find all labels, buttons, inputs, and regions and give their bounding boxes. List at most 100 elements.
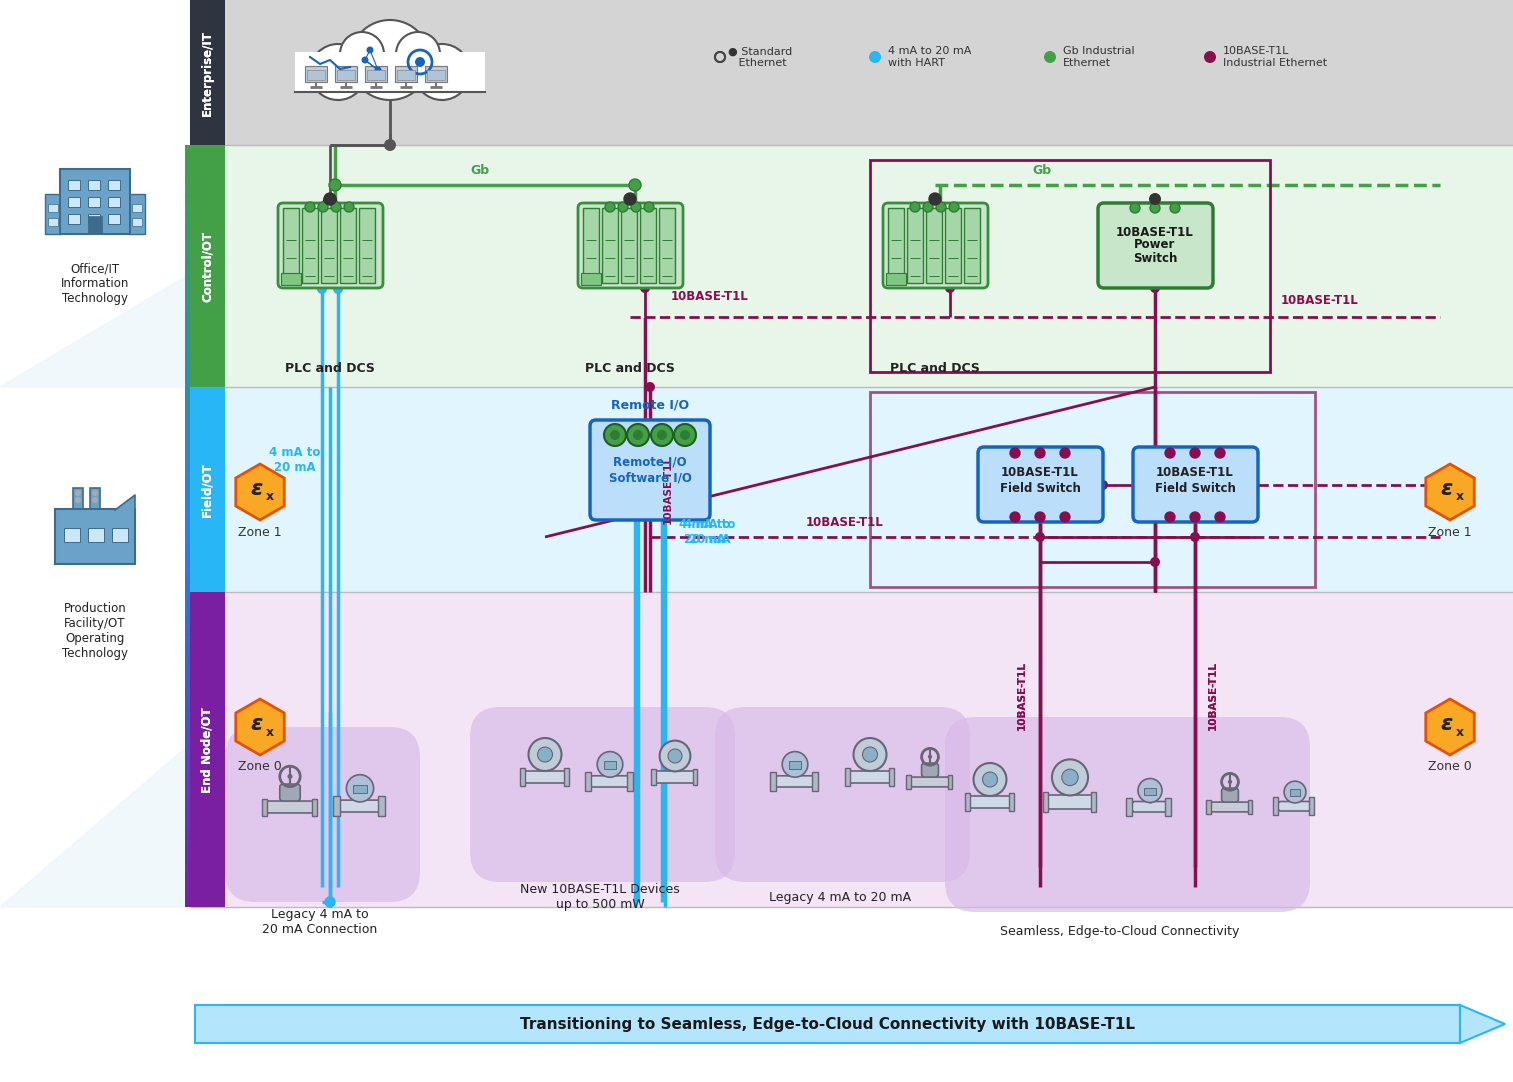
Text: 10BASE-T1L: 10BASE-T1L <box>663 456 673 525</box>
Circle shape <box>1191 512 1200 522</box>
Bar <box>191 0 225 145</box>
Text: x: x <box>266 490 274 503</box>
Text: Remote I/O: Remote I/O <box>613 456 687 469</box>
Bar <box>1091 792 1095 812</box>
Circle shape <box>322 194 337 208</box>
FancyBboxPatch shape <box>266 801 313 813</box>
Circle shape <box>350 19 430 100</box>
Circle shape <box>782 752 808 777</box>
Bar <box>365 66 387 82</box>
Circle shape <box>1061 448 1070 458</box>
Text: 10BASE-T1L: 10BASE-T1L <box>1156 466 1235 479</box>
Bar <box>583 208 599 283</box>
Circle shape <box>679 430 690 440</box>
Bar <box>602 208 617 283</box>
Bar <box>48 217 57 226</box>
Circle shape <box>384 138 396 151</box>
Bar <box>303 208 318 283</box>
Bar <box>340 208 356 283</box>
FancyBboxPatch shape <box>339 800 381 812</box>
Circle shape <box>1138 779 1162 803</box>
Text: 10BASE-T1L: 10BASE-T1L <box>1117 225 1194 238</box>
Circle shape <box>331 202 340 212</box>
FancyBboxPatch shape <box>1221 788 1239 802</box>
Bar <box>191 387 1513 592</box>
FancyBboxPatch shape <box>1132 802 1170 812</box>
Bar <box>88 197 100 207</box>
Bar <box>107 180 120 190</box>
FancyBboxPatch shape <box>1210 802 1250 812</box>
Circle shape <box>604 424 626 446</box>
Bar <box>906 208 923 283</box>
Circle shape <box>1148 193 1160 204</box>
Bar <box>191 387 225 592</box>
Circle shape <box>1035 448 1045 458</box>
Circle shape <box>923 202 934 212</box>
Circle shape <box>306 202 315 212</box>
Circle shape <box>310 44 366 100</box>
Bar <box>64 528 80 542</box>
Bar <box>368 70 384 80</box>
Bar <box>45 194 61 234</box>
Text: 4 mA to
20 mA: 4 mA to 20 mA <box>269 446 321 474</box>
Bar <box>888 208 903 283</box>
Bar <box>283 208 300 283</box>
Bar <box>1009 793 1014 812</box>
Bar <box>334 66 357 82</box>
Text: x: x <box>266 726 274 739</box>
Bar <box>359 208 375 283</box>
Bar <box>1248 800 1251 814</box>
FancyBboxPatch shape <box>1278 802 1312 812</box>
Bar <box>964 208 980 283</box>
Circle shape <box>362 56 369 64</box>
Text: Field/OT: Field/OT <box>201 463 213 517</box>
Circle shape <box>645 202 654 212</box>
Circle shape <box>1191 448 1200 458</box>
Bar <box>306 66 327 82</box>
Bar <box>427 70 445 80</box>
Circle shape <box>318 283 327 294</box>
Bar <box>88 216 101 234</box>
Text: End Node/OT: End Node/OT <box>201 708 213 793</box>
Bar <box>281 273 301 285</box>
Circle shape <box>1035 532 1045 542</box>
Bar <box>191 145 225 387</box>
Bar <box>890 768 894 786</box>
Bar <box>887 273 906 285</box>
Circle shape <box>287 774 292 779</box>
Text: Transitioning to Seamless, Edge-to-Cloud Connectivity with 10BASE-T1L: Transitioning to Seamless, Edge-to-Cloud… <box>519 1016 1135 1031</box>
Text: 10BASE-T1L: 10BASE-T1L <box>1207 661 1218 730</box>
Text: 4 mA to
20 mA: 4 mA to 20 mA <box>684 518 735 546</box>
FancyBboxPatch shape <box>1098 203 1213 288</box>
Bar <box>655 771 694 782</box>
Circle shape <box>927 755 932 758</box>
Circle shape <box>366 47 374 53</box>
Circle shape <box>631 202 642 212</box>
Bar <box>191 592 225 907</box>
Circle shape <box>1285 781 1306 803</box>
Bar <box>812 771 819 791</box>
Bar <box>1144 788 1156 795</box>
Circle shape <box>1165 448 1176 458</box>
Circle shape <box>528 738 561 771</box>
Bar <box>48 204 57 212</box>
Circle shape <box>862 747 878 762</box>
FancyBboxPatch shape <box>946 717 1310 912</box>
Text: PLC and DCS: PLC and DCS <box>284 362 375 375</box>
Text: Zone 0: Zone 0 <box>238 761 281 774</box>
Circle shape <box>626 424 649 446</box>
Bar <box>849 771 891 783</box>
Text: 10BASE-T1L: 10BASE-T1L <box>1282 294 1359 307</box>
Bar <box>88 214 100 224</box>
Text: Enterprise/IT: Enterprise/IT <box>201 30 213 116</box>
Text: Gb: Gb <box>1032 164 1052 177</box>
FancyBboxPatch shape <box>911 777 950 787</box>
Bar <box>870 392 1315 588</box>
Circle shape <box>632 430 643 440</box>
Text: 10BASE-T1L: 10BASE-T1L <box>672 290 749 303</box>
Text: ε: ε <box>1440 479 1452 499</box>
Bar <box>337 70 356 80</box>
Text: PLC and DCS: PLC and DCS <box>890 362 980 375</box>
Bar <box>68 180 80 190</box>
Bar <box>107 197 120 207</box>
